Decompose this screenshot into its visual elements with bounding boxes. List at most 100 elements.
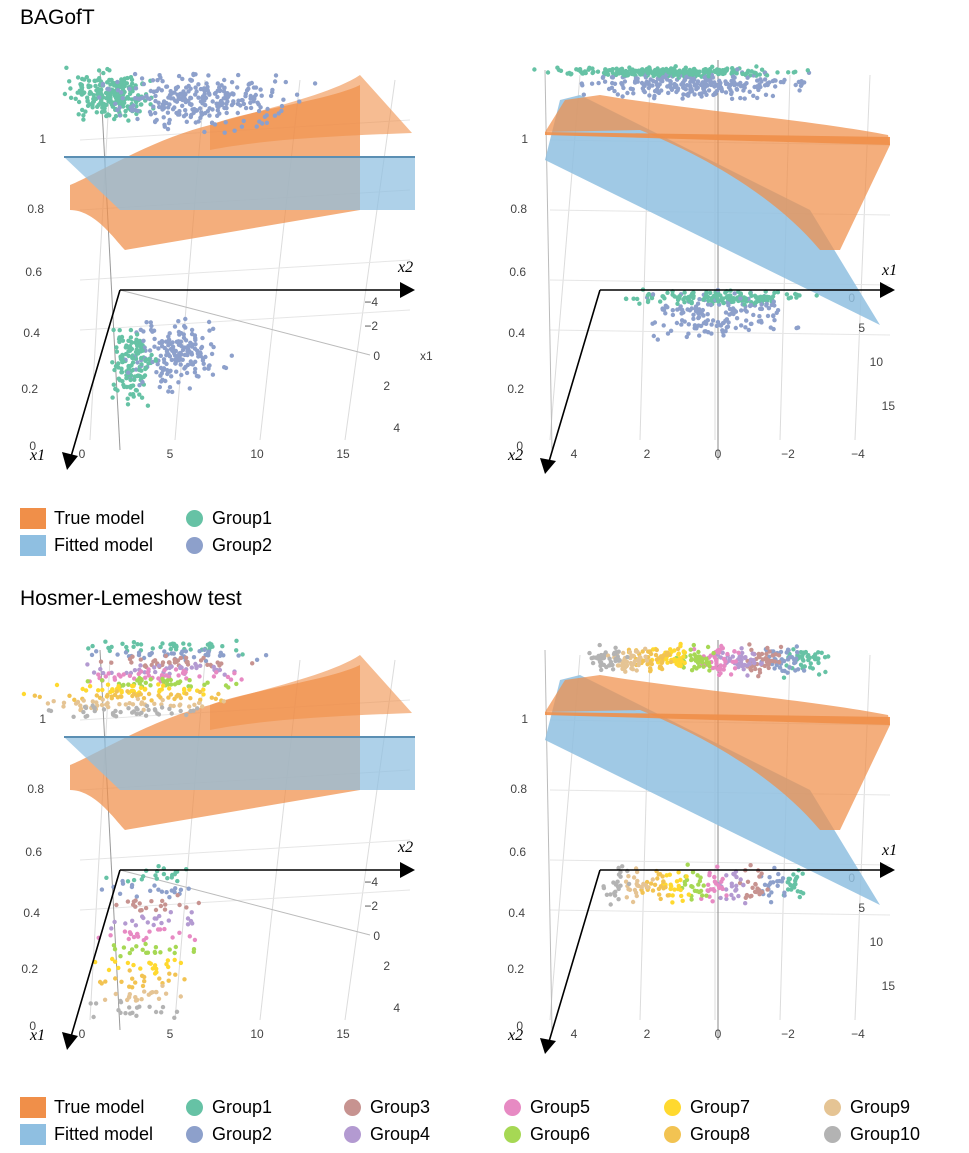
data-point [695,85,700,90]
data-point [634,668,639,673]
data-point [144,93,149,99]
data-point [147,109,153,115]
data-point [131,644,136,649]
projection-point [706,298,711,303]
data-point [258,105,263,110]
projection-point [167,971,172,976]
data-point [129,660,134,665]
projection-point [167,385,173,390]
projection-point [176,358,182,363]
legend2-group-label: Group10 [850,1124,921,1144]
z-tick-label: 0 [29,1019,36,1033]
data-point [644,68,649,73]
legend2-group-label: Group9 [850,1097,911,1117]
projection-point [155,927,161,932]
projection-point [156,346,161,351]
legend2-group-7: Group7 [660,1097,750,1118]
data-point [259,93,264,98]
data-point [206,649,211,654]
group-dot [344,1126,361,1143]
data-point [180,76,185,82]
projection-point [192,937,198,943]
data-point [81,117,86,122]
data-point [243,94,248,99]
data-point [713,657,719,662]
data-point [108,100,113,105]
data-point [139,710,144,715]
y-tick-label: 15 [882,979,896,993]
data-point [188,696,193,701]
projection-point [133,904,138,909]
data-point [181,114,187,119]
projection-point [678,304,683,309]
data-point [725,651,730,657]
data-point [205,662,210,667]
data-point [222,77,227,83]
data-point [793,69,798,74]
projection-point [147,348,153,353]
projection-point [734,874,739,880]
data-point [257,119,262,124]
data-point [675,646,681,652]
projection-point [147,1004,152,1009]
z-tick-label: 0.6 [509,845,526,859]
data-point [765,645,770,651]
data-point [778,644,784,650]
projection-point [99,887,105,892]
projection-point [608,892,613,897]
data-point [85,662,90,667]
projection-point [736,893,741,899]
data-point [64,65,69,70]
projection-point [731,311,736,317]
data-point [119,77,124,82]
z-tick-label: 1 [39,712,46,726]
projection-point [721,300,726,306]
projection-point [752,293,758,298]
projection-point [201,361,206,366]
data-point [659,660,665,665]
data-point [154,88,159,94]
data-point [258,87,263,92]
data-point [565,71,570,76]
projection-point [174,369,179,374]
projection-point [686,892,691,897]
projection-point [626,874,631,879]
projection-point [126,370,131,375]
x-tick-label: 4 [571,1027,578,1041]
z-tick-label: 0.8 [510,782,527,796]
legend-true-label: True model [54,508,145,528]
data-point [130,710,135,715]
data-point [610,70,615,76]
data-point [167,686,172,691]
legend2-group-label: Group4 [370,1124,431,1144]
projection-point [706,882,711,887]
data-point [198,663,203,668]
z-tick-label: 0.6 [509,265,526,279]
data-point [798,662,804,667]
data-point [196,82,201,87]
projection-point [142,974,147,980]
projection-point [710,318,716,323]
data-point [613,645,618,650]
projection-point [725,294,730,299]
data-point [141,655,147,661]
projection-point [748,894,753,899]
data-point [681,85,686,91]
data-point [163,653,169,659]
projection-point [130,918,135,923]
fitted-model-surface [545,95,880,325]
projection-point [661,323,666,328]
projection-point [152,971,158,976]
data-point [130,107,135,112]
data-point [755,95,760,101]
data-point [702,90,708,95]
legend2-true-model: True model [20,1097,144,1118]
projection-point [705,312,710,317]
data-point [178,655,183,661]
data-point [609,85,615,90]
data-point [294,92,300,97]
projection-point [152,344,157,349]
data-point [234,638,239,643]
x-tick-label: −4 [851,447,865,461]
projection-point [771,326,776,332]
